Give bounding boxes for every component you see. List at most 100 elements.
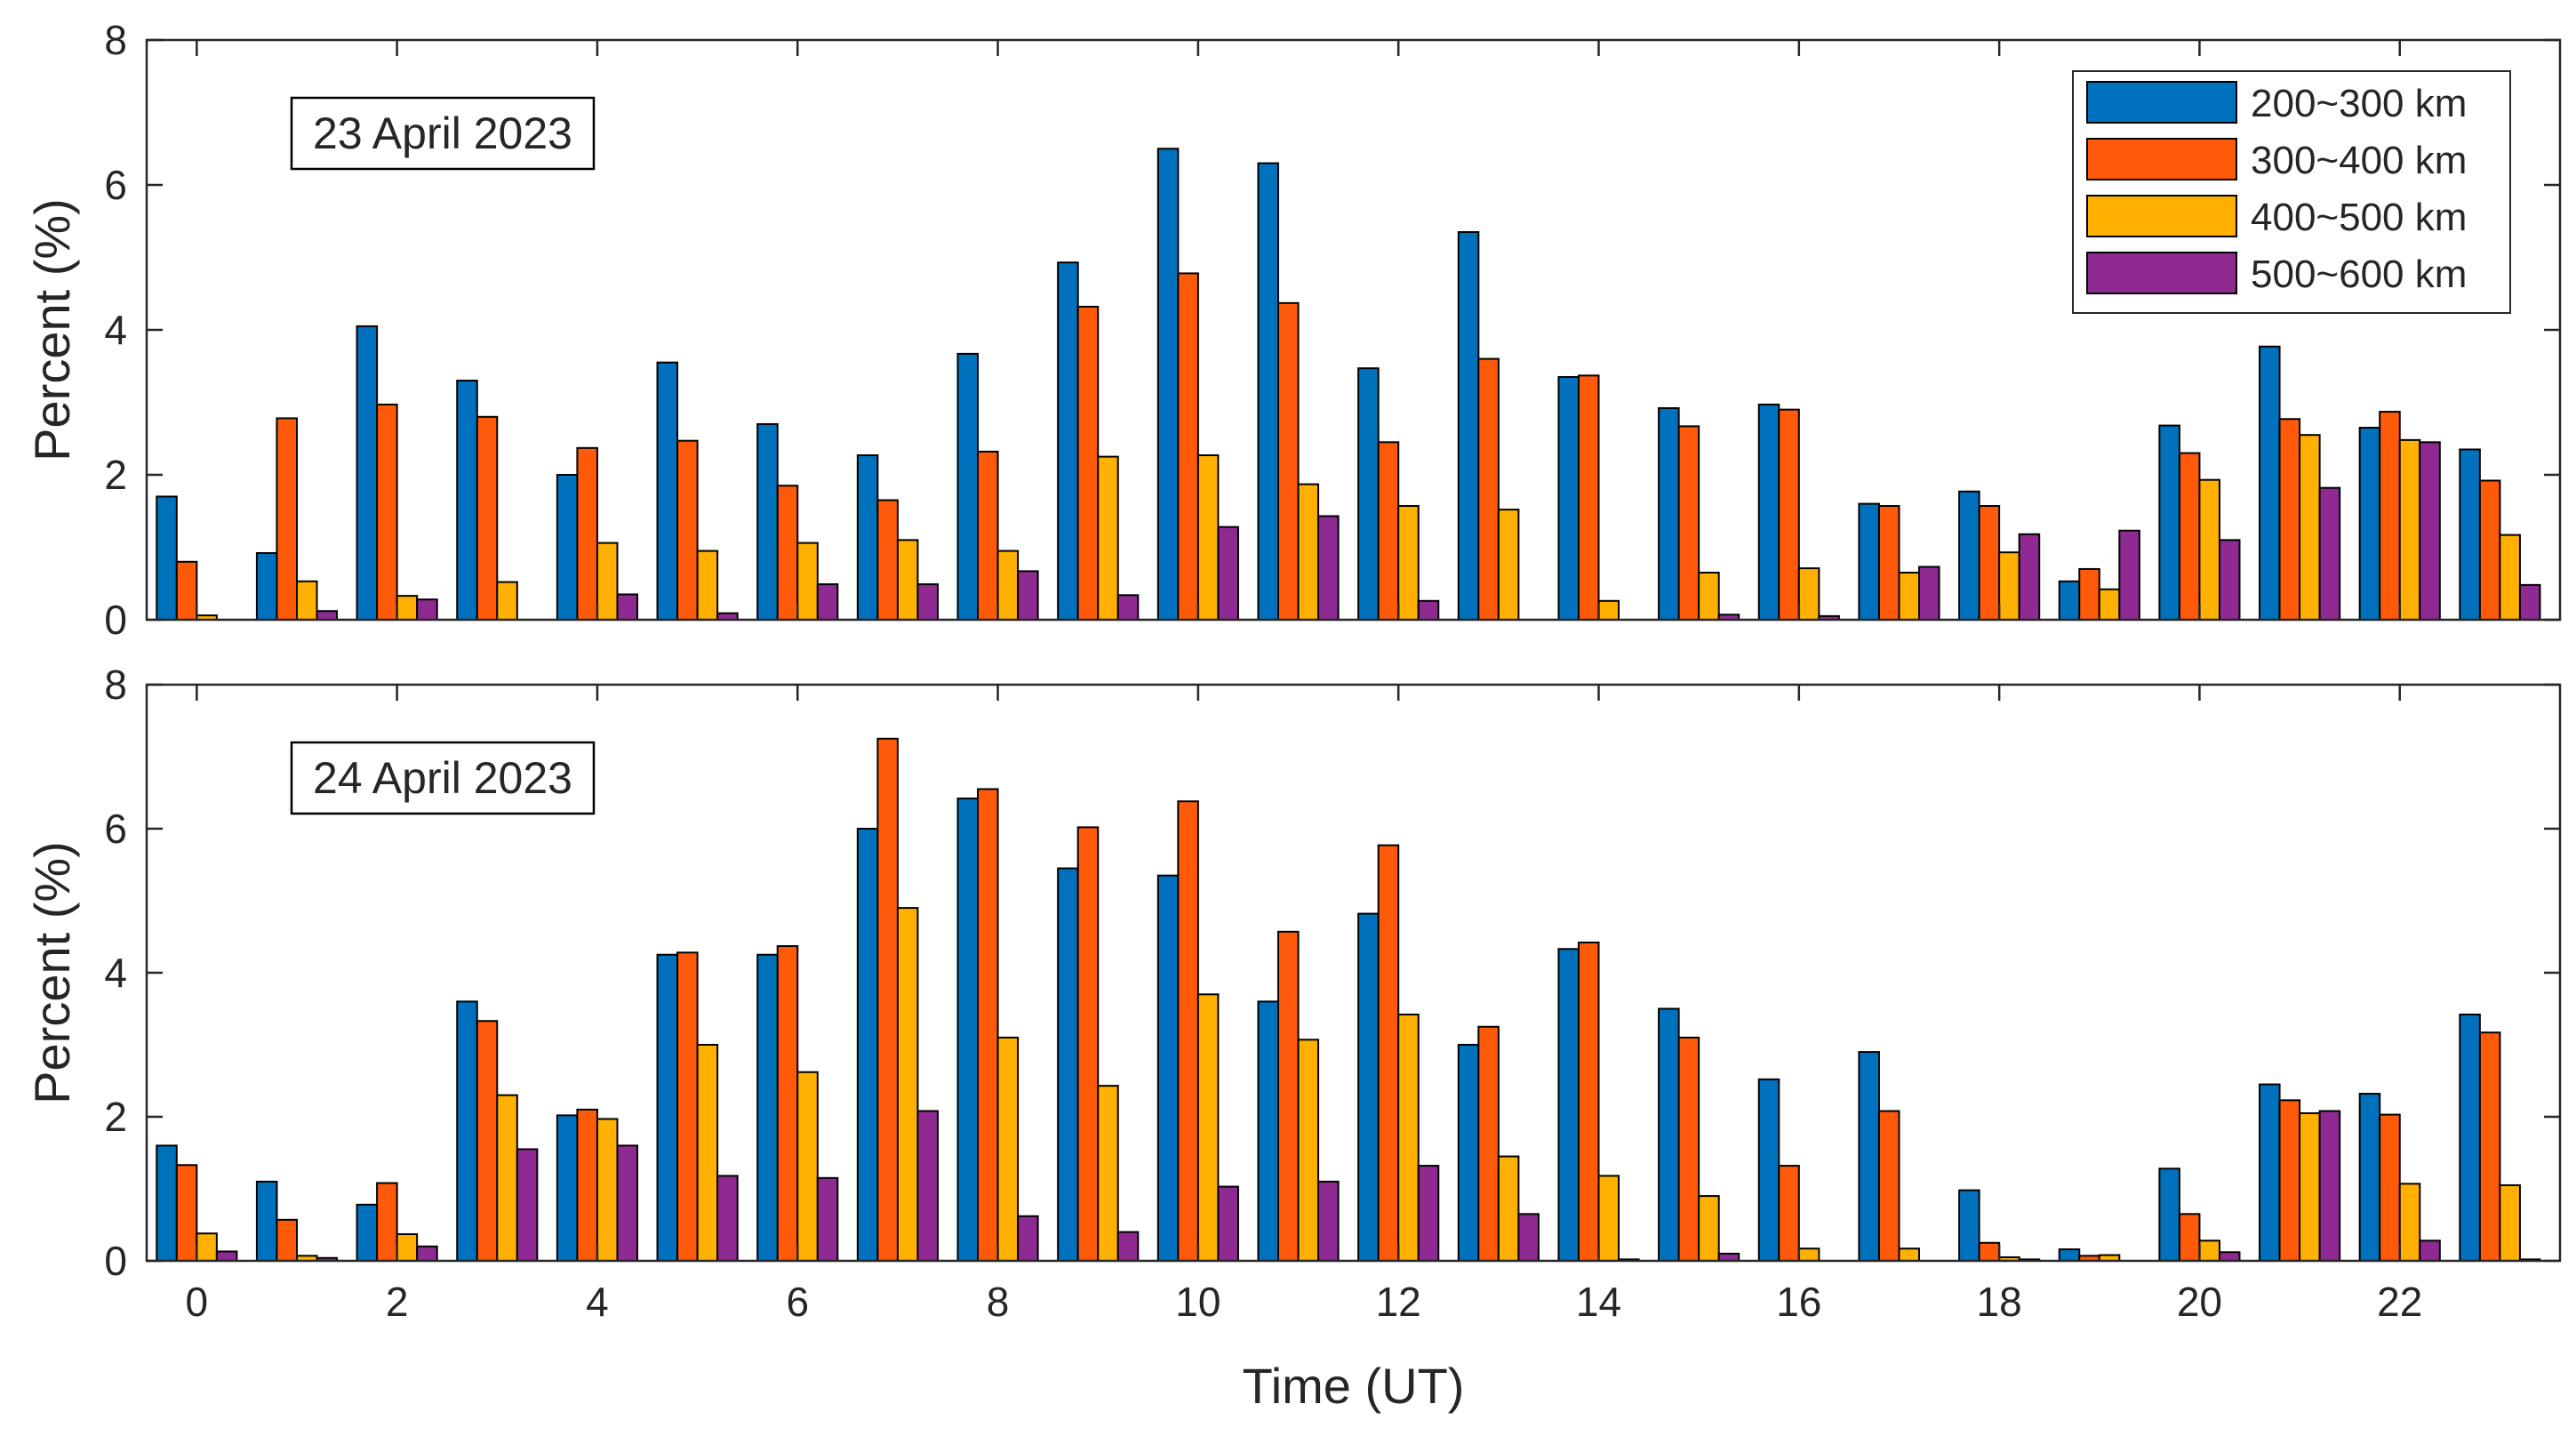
bar [796, 1071, 819, 1263]
bar [2118, 529, 2140, 621]
bar [1958, 1189, 1980, 1262]
bar [1557, 375, 1580, 621]
legend-swatch [2086, 138, 2237, 180]
date-box [290, 96, 596, 171]
bar [1177, 272, 1199, 621]
bar [1097, 1085, 1119, 1263]
bar [776, 945, 799, 1263]
x-tick-label: 16 [1776, 1279, 1821, 1325]
bar [716, 1175, 739, 1263]
bar [676, 951, 699, 1262]
bar [876, 737, 899, 1262]
bar [1057, 867, 1079, 1262]
bar [2158, 424, 2180, 621]
bar [1658, 1007, 1680, 1262]
bar [876, 499, 899, 622]
bar [156, 1144, 178, 1263]
bar [255, 552, 278, 622]
bar [2499, 533, 2521, 622]
bar [2459, 1013, 2481, 1262]
y-tick-label: 8 [104, 17, 127, 63]
bar [196, 1232, 218, 1262]
bar [1377, 844, 1400, 1262]
bar [1517, 1213, 1540, 1262]
bar [496, 581, 518, 621]
x-tick-label: 10 [1175, 1279, 1220, 1325]
y-tick-label: 4 [104, 307, 127, 353]
bar [396, 1233, 419, 1263]
series-2 [175, 737, 2501, 1263]
bar [1457, 1044, 1480, 1262]
panel-2: 0 2 4 6 8 0 2 4 6 8 10 12 14 16 18 20 22 Percent (%) Time … [24, 662, 2562, 1414]
x-tick-label: 6 [786, 1279, 809, 1325]
bar [175, 560, 198, 621]
bar [1757, 1078, 1780, 1262]
bar [596, 542, 619, 621]
bar [1757, 403, 1780, 621]
bar [2299, 1111, 2321, 1262]
bar [1958, 490, 1980, 621]
x-tick-label: 20 [2177, 1279, 2222, 1325]
y-tick-label: 8 [104, 662, 127, 708]
bar [356, 1203, 379, 1262]
bar [856, 828, 879, 1262]
bar [1877, 1110, 1900, 1263]
bar [2198, 478, 2220, 622]
bar [1257, 162, 1280, 622]
bar [756, 422, 779, 622]
bar [2218, 539, 2241, 621]
bar [356, 325, 379, 621]
bar [1698, 1195, 1720, 1262]
bar [556, 474, 579, 621]
x-tick-label: 8 [987, 1279, 1010, 1325]
bar [1797, 567, 1820, 622]
bar [696, 1044, 719, 1262]
bar [816, 1176, 839, 1262]
y-tick-label: 2 [104, 452, 127, 498]
date-box [290, 741, 596, 815]
bar [1597, 1175, 1620, 1263]
bar [396, 595, 419, 621]
bar [1257, 1000, 1280, 1263]
bar [596, 1118, 619, 1263]
x-tick-label: 4 [586, 1279, 609, 1325]
x-tick-label: 2 [386, 1279, 409, 1325]
legend-swatch [2086, 195, 2237, 237]
bar [1076, 826, 1100, 1262]
legend-swatch [2086, 81, 2237, 124]
bar [1557, 948, 1580, 1263]
bar [1156, 874, 1180, 1263]
bar [1597, 599, 1620, 621]
bar [496, 1094, 518, 1262]
bar [956, 797, 980, 1262]
bar [656, 361, 679, 621]
bar [756, 953, 779, 1262]
y-tick-label: 0 [104, 1238, 127, 1284]
bar [1698, 572, 1720, 622]
bar [2358, 1093, 2381, 1262]
bar [1317, 1180, 1340, 1263]
bar [476, 1020, 499, 1263]
bar [1297, 1039, 1320, 1262]
bar [2358, 427, 2381, 621]
panel-1: 0 2 4 6 8 Percent (%) 23 April 2023 200~300 km 3… [24, 17, 2562, 643]
legend-swatch [2086, 252, 2237, 294]
bar [516, 1148, 539, 1262]
bar [2218, 1251, 2241, 1263]
bar [1998, 551, 2020, 622]
bar [295, 580, 318, 621]
bar [776, 485, 799, 621]
bar [416, 1245, 438, 1263]
bar [2379, 411, 2401, 621]
bar [576, 1108, 598, 1263]
bar [1116, 594, 1140, 621]
date-label: 24 April 2023 [313, 753, 572, 803]
bar [2419, 441, 2441, 621]
bar [1898, 572, 1920, 622]
bar [1357, 367, 1380, 621]
bar [2278, 1099, 2301, 1262]
y-axis-label: Percent (%) [24, 198, 80, 461]
bar [1317, 515, 1340, 622]
bar [2318, 1110, 2341, 1263]
